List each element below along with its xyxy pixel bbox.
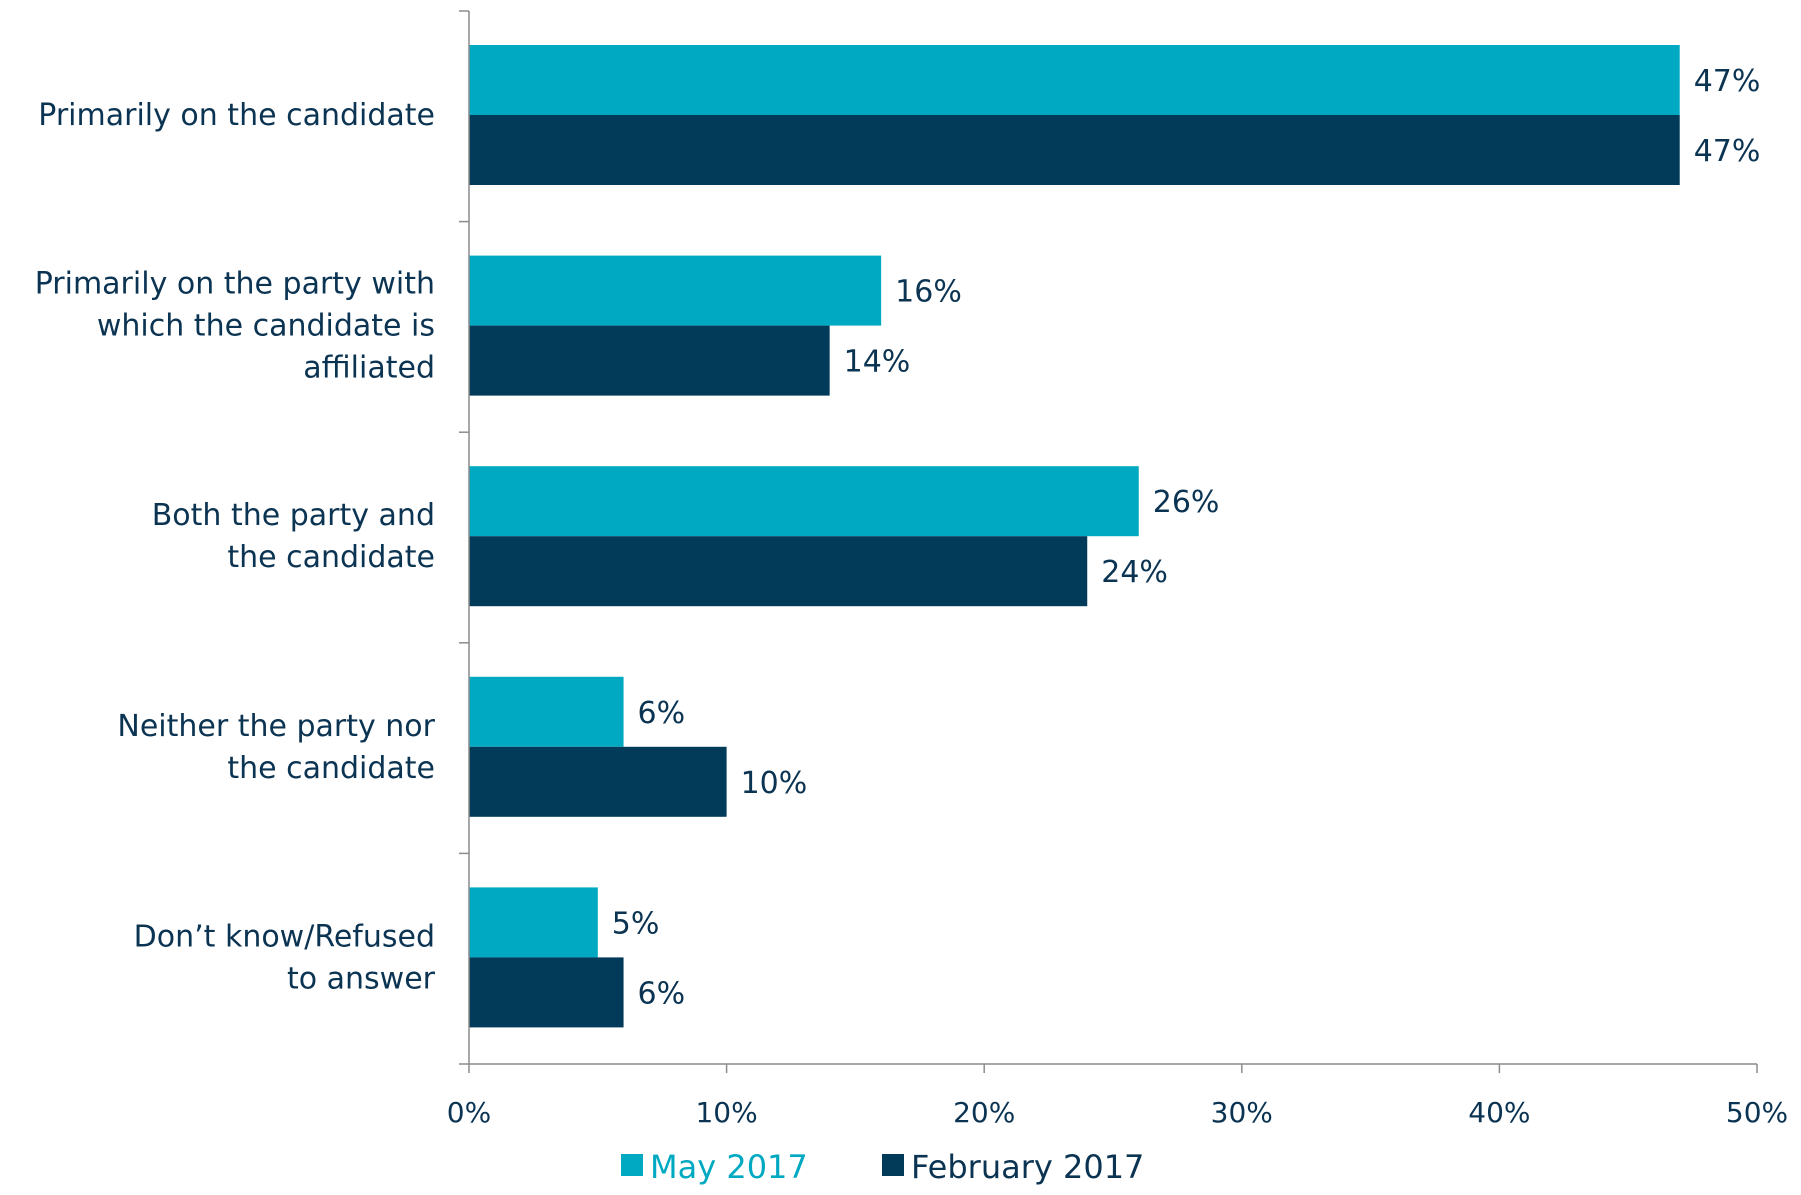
category-label: Neither the party nor xyxy=(117,709,435,744)
bar-february-2017-1 xyxy=(469,325,830,396)
bar-february-2017-3 xyxy=(469,746,727,817)
x-tick-label: 0% xyxy=(447,1096,491,1129)
data-label: 16% xyxy=(895,275,962,310)
legend-label-february-2017: February 2017 xyxy=(911,1148,1144,1186)
data-label: 24% xyxy=(1101,555,1168,590)
bar-may-2017-0 xyxy=(469,45,1680,115)
data-label: 5% xyxy=(612,906,660,941)
x-tick-label: 20% xyxy=(953,1096,1015,1129)
legend-swatch-may-2017 xyxy=(621,1154,643,1176)
category-label: to answer xyxy=(287,961,436,996)
data-label: 26% xyxy=(1153,485,1220,520)
legend-label-may-2017: May 2017 xyxy=(650,1148,808,1186)
data-label: 14% xyxy=(844,345,911,380)
x-tick-label: 50% xyxy=(1726,1096,1788,1129)
x-tick-label: 10% xyxy=(695,1096,757,1129)
data-label: 10% xyxy=(741,766,808,801)
bar-february-2017-2 xyxy=(469,536,1088,607)
bar-february-2017-0 xyxy=(469,115,1680,185)
category-label: the candidate xyxy=(227,540,435,575)
bar-february-2017-4 xyxy=(469,957,624,1028)
labels-layer: 47% 47% Primarily on the candidate 16% 14% Pr… xyxy=(35,64,1761,1011)
data-label: 6% xyxy=(638,696,686,731)
bar-may-2017-4 xyxy=(469,887,598,958)
category-label: Don’t know/Refused xyxy=(134,919,435,954)
bars-layer xyxy=(469,45,1680,1028)
x-tick-label: 30% xyxy=(1211,1096,1273,1129)
bar-may-2017-3 xyxy=(469,676,624,747)
bar-may-2017-1 xyxy=(469,255,882,326)
category-label: which the candidate is xyxy=(97,309,435,344)
category-label: Both the party and xyxy=(152,498,435,533)
bar-may-2017-2 xyxy=(469,466,1139,537)
axis-layer: 0% 10% 20% 30% 40% 50% xyxy=(447,10,1788,1129)
data-label: 47% xyxy=(1694,134,1761,169)
data-label: 6% xyxy=(638,976,686,1011)
x-tick-label: 40% xyxy=(1468,1096,1530,1129)
category-label: Primarily on the party with xyxy=(35,267,435,302)
category-label: the candidate xyxy=(227,751,435,786)
category-label: Primarily on the candidate xyxy=(38,98,435,133)
data-label: 47% xyxy=(1694,64,1761,99)
category-label: affiliated xyxy=(303,351,435,386)
legend: May 2017 February 2017 xyxy=(621,1148,1144,1186)
legend-swatch-february-2017 xyxy=(882,1154,904,1176)
